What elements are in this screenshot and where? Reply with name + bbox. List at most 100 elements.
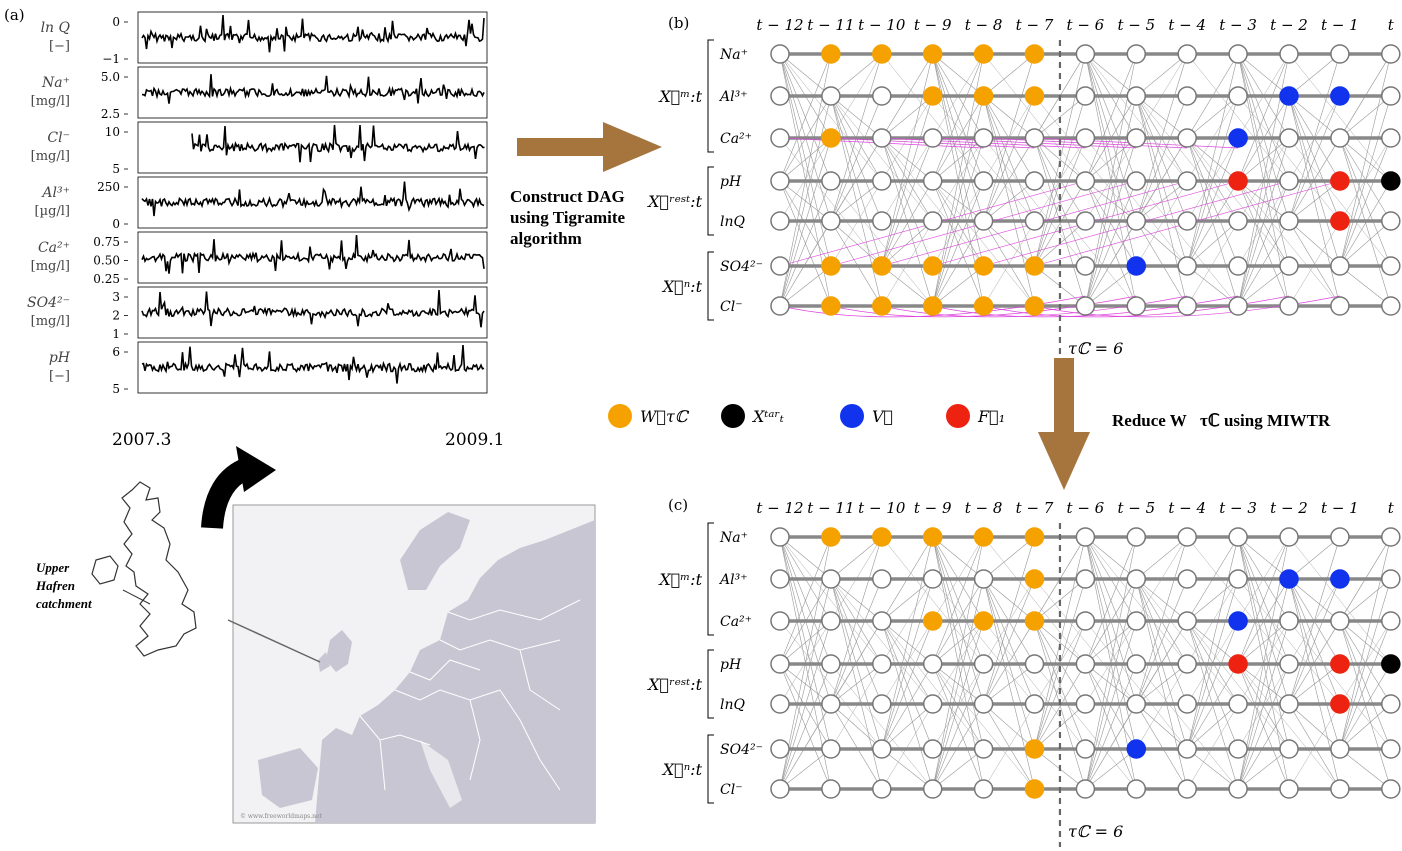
dag-edge [1237,536,1290,750]
dag-node [1024,779,1045,799]
dag-node [1075,44,1096,64]
dag-node [1126,569,1147,589]
dag-node [1177,211,1197,231]
variable-label: Cl⁻ [720,782,743,798]
dag-node [1024,527,1045,547]
dag-node [1024,86,1045,106]
dag-edge [1136,703,1188,790]
dag-node [821,211,841,231]
dag-edge [779,95,832,307]
dag-edge [881,703,933,750]
catchment-label-line3: catchment [36,596,92,611]
dag-node [1075,779,1096,799]
dag-edge [779,663,832,790]
dag-node [770,569,790,589]
group-label: X⃗ᵐ:t [657,570,702,589]
dag-node [1381,86,1401,106]
dag-node [1381,739,1401,759]
dag-node [1024,694,1045,714]
dag-edge [779,53,832,182]
dag-edge [1339,180,1392,267]
dag-node [1381,296,1401,316]
dag-edge [932,95,1035,222]
dag-edge [779,620,832,665]
time-start-label: 2007.3 [112,430,171,450]
dag-node [821,171,841,191]
series-trace [141,14,485,53]
dag-node [973,256,994,276]
dag-node [1279,611,1299,631]
dag-node [770,171,790,191]
right-arrow-icon [517,122,662,172]
dag-edge [1237,53,1290,267]
dag-node [1228,611,1248,631]
dag-edge [932,578,1035,705]
dag-node [872,171,892,191]
legend-swatch [721,404,745,428]
dag-edge [1085,265,1137,307]
dag-edge [1288,536,1341,580]
series-label: Cl⁻ [47,130,70,146]
construct-text-1: Construct DAG [510,187,625,206]
dag-node [1177,694,1197,714]
time-label: t − 1 [1321,499,1359,517]
dag-node [1126,779,1147,799]
tick-label: 3 [112,290,120,304]
dag-edge [1237,663,1290,790]
series-trace [141,234,485,274]
time-label: t − 9 [914,16,952,34]
time-label: t − 2 [1270,499,1308,517]
dag-edge [1187,536,1290,665]
dag-edge [1237,180,1341,307]
dag-node [1279,779,1299,799]
dag-edge [1187,220,1239,267]
dag-edge [830,220,882,267]
series-unit: [−] [49,39,70,54]
dag-edge [1186,536,1239,750]
dag-edge [983,663,1035,705]
dag-edge [779,137,832,182]
dag-node [973,779,994,799]
dag-edge [779,180,832,267]
dag-node [1126,611,1147,631]
dag-edge [983,180,1035,222]
dag-edge [881,95,933,139]
dag-node [1330,211,1350,231]
dag-node [1279,694,1299,714]
dag-edge [932,663,984,790]
dag-edge [1288,53,1391,182]
time-label: t − 2 [1270,16,1308,34]
dag-edge [932,536,984,580]
dag-edge [779,180,832,307]
dag-edge [881,748,933,790]
time-label: t − 6 [1067,499,1105,517]
dag-node [922,296,943,316]
dag-node [770,527,790,547]
dag-edge [1085,536,1137,665]
dag-node [1330,128,1350,148]
legend-swatch [608,404,632,428]
dag-edge [1237,137,1290,182]
dag-edge [779,748,832,790]
tick-label: 2 [112,309,120,323]
series-trace [141,74,485,104]
dag-edge [1085,578,1137,790]
time-label: t − 11 [807,499,854,517]
dag-node [1381,569,1401,589]
dag-edge [1288,703,1341,790]
dag-edge [1085,536,1137,750]
dag-edge [1136,220,1188,267]
dag-edge [983,578,1035,622]
dag-node [872,44,892,64]
europe-map: © www.freeworldmaps.net [232,504,596,824]
dag-node [770,256,790,276]
dag-node [922,694,943,714]
variable-label: lnQ [720,214,745,230]
dag-edge [1187,620,1290,750]
dag-edge [983,536,1035,580]
time-label: t [1388,16,1395,34]
panel-label-a: (a) [4,6,25,24]
dag-node [872,86,892,106]
dag-edge [983,620,1086,750]
